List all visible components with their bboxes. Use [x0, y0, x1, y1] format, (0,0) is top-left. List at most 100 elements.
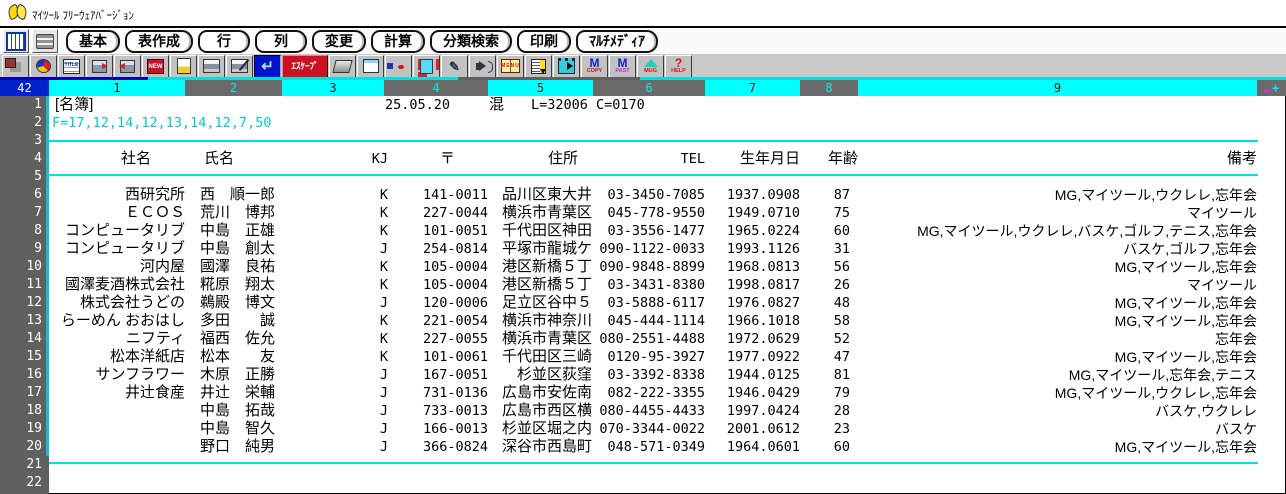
cell-age[interactable]: 26	[833, 277, 850, 293]
cell-zip[interactable]: 105-0004	[422, 259, 488, 275]
cell-birth[interactable]: 1949.0710	[726, 205, 800, 221]
cell-age[interactable]: 75	[833, 205, 850, 221]
cell-note[interactable]: MG,マイツール,忘年会	[1114, 295, 1257, 311]
cell-note[interactable]: MG,マイツール,ウクレレ,忘年会	[1054, 187, 1257, 203]
menu-item-retsu[interactable]: 列	[255, 29, 307, 53]
cell-birth[interactable]: 2001.0612	[726, 421, 800, 437]
cell-age[interactable]: 60	[833, 439, 850, 455]
cell-age[interactable]: 58	[833, 313, 850, 329]
cell-note[interactable]: バスケ,ウクレレ	[1155, 403, 1257, 419]
cell-company[interactable]: 西研究所	[124, 186, 185, 203]
cell-address[interactable]: 横浜市青葉区	[501, 204, 592, 221]
cell-note[interactable]: MG,マイツール,忘年会	[1114, 259, 1257, 275]
toolbar-menu-book-button[interactable]: MENU	[497, 54, 524, 78]
row-number-3[interactable]: 3	[34, 133, 42, 148]
cell-name[interactable]: 糀原 翔太	[200, 276, 276, 293]
column-header-4[interactable]: 4	[384, 80, 488, 96]
row-number-12[interactable]: 12	[26, 295, 42, 310]
menu-item-gyo[interactable]: 行	[198, 29, 250, 53]
cell-age[interactable]: 52	[833, 331, 850, 347]
cell-company[interactable]: 河内屋	[139, 258, 185, 275]
cell-age[interactable]: 31	[833, 241, 850, 257]
cell-note[interactable]: バスケ,ゴルフ,忘年会	[1123, 241, 1257, 257]
row-number-9[interactable]: 9	[34, 241, 42, 256]
cell-zip[interactable]: 733-0013	[422, 403, 488, 419]
column-header-6[interactable]: 6	[593, 80, 705, 96]
toolbar-pencil-button[interactable]: ✎	[441, 54, 468, 78]
cell-zip[interactable]: 731-0136	[422, 385, 488, 401]
cell-company[interactable]: らーめん おおはし	[60, 312, 185, 329]
cell-age[interactable]: 60	[833, 223, 850, 239]
cell-address[interactable]: 広島市西区横	[501, 402, 592, 419]
menu-item-kihon[interactable]: 基本	[66, 29, 120, 53]
header-address[interactable]: 住所	[548, 150, 579, 167]
row-number-13[interactable]: 13	[26, 313, 42, 328]
cell-name[interactable]: 荒川 博邦	[200, 204, 276, 221]
row-number-10[interactable]: 10	[26, 259, 42, 274]
cell-company[interactable]: 松本洋紙店	[109, 348, 185, 365]
cell-note[interactable]: MG,マイツール,ウクレレ,忘年会	[1054, 385, 1257, 401]
header-age[interactable]: 年齢	[827, 150, 858, 167]
cell-age[interactable]: 47	[833, 349, 850, 365]
cell-name[interactable]: 松本 友	[200, 348, 276, 365]
cell-zip[interactable]: 167-0051	[422, 367, 488, 383]
cell-note[interactable]: 忘年会	[1215, 331, 1257, 347]
cell-zip[interactable]: 166-0013	[422, 421, 488, 437]
cell-address[interactable]: 千代田区神田	[501, 222, 592, 239]
column-header-5[interactable]: 5	[488, 80, 593, 96]
header-tel[interactable]: TEL	[680, 151, 705, 167]
cell-kj[interactable]: K	[379, 349, 388, 365]
column-header-7[interactable]: 7	[705, 80, 800, 96]
cell-company[interactable]: ニフティ	[125, 330, 185, 347]
menu-item-hyo-sakusei[interactable]: 表作成	[125, 29, 193, 53]
cell-zip[interactable]: 101-0051	[422, 223, 488, 239]
cell-kj[interactable]: K	[379, 187, 388, 203]
cell-birth[interactable]: 1964.0601	[726, 439, 800, 455]
cell-note[interactable]: MG,マイツール,忘年会	[1114, 349, 1257, 365]
cell-mode[interactable]: 混	[489, 96, 505, 113]
cell-kj[interactable]: K	[379, 277, 388, 293]
cell-address[interactable]: 深谷市西島町	[501, 438, 592, 455]
cell-note[interactable]: マイツール	[1187, 277, 1257, 293]
cell-company[interactable]: ＥＣＯＳ	[124, 204, 185, 221]
cell-address[interactable]: 広島市安佐南	[501, 384, 592, 401]
row-number-7[interactable]: 7	[34, 205, 42, 220]
header-company[interactable]: 社名	[120, 150, 151, 167]
toolbar-mpast-button[interactable]: M PAST	[609, 54, 636, 78]
cell-note[interactable]: MG,マイツール,忘年会	[1114, 313, 1257, 329]
menu-item-insatsu[interactable]: 印刷	[517, 29, 571, 53]
layout-view-button[interactable]	[32, 29, 58, 53]
row-number-18[interactable]: 18	[26, 403, 42, 418]
cell-size-info[interactable]: L=32006 C=0170	[531, 97, 645, 113]
cell-tel[interactable]: 080-2551-4488	[599, 331, 705, 347]
cell-birth[interactable]: 1997.0424	[726, 403, 800, 419]
corner-cell[interactable]: 42	[0, 80, 49, 96]
cell-name[interactable]: 野口 純男	[200, 438, 276, 455]
row-number-15[interactable]: 15	[26, 349, 42, 364]
cell-address[interactable]: 足立区谷中５	[501, 294, 592, 311]
cell-tel[interactable]: 0120-95-3927	[607, 349, 705, 365]
cell-company[interactable]: サンフラワー	[95, 366, 185, 383]
cell-age[interactable]: 48	[833, 295, 850, 311]
menu-item-bunrui-kensaku[interactable]: 分類検索	[430, 29, 512, 53]
cell-age[interactable]: 28	[833, 403, 850, 419]
cell-zip[interactable]: 366-0824	[422, 439, 488, 455]
cell-tel[interactable]: 03-3431-8380	[607, 277, 705, 293]
cell-note[interactable]: バスケ	[1215, 421, 1257, 437]
cell-birth[interactable]: 1977.0922	[726, 349, 800, 365]
cell-company[interactable]: コンピュータリブ	[64, 222, 185, 239]
cell-sheet-name[interactable]: [名簿]	[55, 96, 94, 113]
cell-zip[interactable]: 105-0004	[422, 277, 488, 293]
cell-address[interactable]: 横浜市青葉区	[501, 330, 592, 347]
cell-birth[interactable]: 1937.0908	[726, 187, 800, 203]
cell-date[interactable]: 25.05.20	[385, 97, 451, 113]
cell-address[interactable]: 千代田区三崎	[501, 348, 592, 365]
toolbar-mcopy-button[interactable]: M COPY	[581, 54, 608, 78]
cell-name[interactable]: 井辻 栄輔	[200, 384, 276, 401]
cell-zip[interactable]: 141-0011	[422, 187, 488, 203]
cell-tel[interactable]: 048-571-0349	[607, 439, 705, 455]
cell-kj[interactable]: J	[379, 367, 388, 383]
cell-kj[interactable]: J	[379, 295, 388, 311]
row-number-6[interactable]: 6	[34, 187, 42, 202]
row-number-8[interactable]: 8	[34, 223, 42, 238]
